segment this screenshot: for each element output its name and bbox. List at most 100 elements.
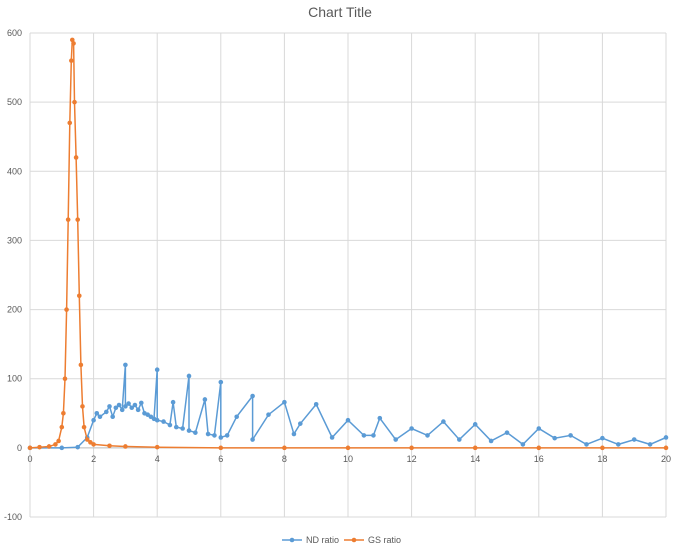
data-point <box>119 407 125 413</box>
data-point <box>78 362 84 368</box>
x-tick-label: 16 <box>534 454 544 464</box>
x-tick-label: 10 <box>343 454 353 464</box>
y-tick-label: 400 <box>7 166 22 176</box>
y-tick-label: 0 <box>17 443 22 453</box>
data-point <box>298 421 303 426</box>
data-point <box>154 367 160 373</box>
x-tick-label: 14 <box>470 454 480 464</box>
data-point <box>345 417 351 423</box>
data-point <box>663 445 669 451</box>
data-point <box>212 433 217 438</box>
data-point <box>202 397 208 402</box>
data-point <box>59 424 65 430</box>
data-point <box>170 399 176 405</box>
data-point <box>110 414 115 420</box>
data-point <box>46 444 52 449</box>
chart-title: Chart Title <box>308 4 372 20</box>
data-point <box>73 155 79 160</box>
data-point <box>132 402 138 408</box>
data-point <box>536 426 542 431</box>
data-point <box>218 445 224 451</box>
data-point <box>647 442 653 447</box>
data-point <box>663 435 669 440</box>
x-tick-label: 8 <box>282 454 287 464</box>
data-point <box>116 402 122 408</box>
data-point <box>488 438 494 444</box>
data-point <box>37 444 42 450</box>
legend-label: GS ratio <box>368 535 401 545</box>
data-point <box>129 405 135 411</box>
data-point <box>266 412 271 417</box>
data-point <box>218 379 224 385</box>
data-point <box>71 41 76 46</box>
x-tick-label: 18 <box>597 454 607 464</box>
y-tick-label: 500 <box>7 97 22 107</box>
data-point <box>97 414 103 420</box>
data-point <box>345 445 351 451</box>
data-point <box>409 445 414 451</box>
data-point <box>81 424 87 430</box>
data-point <box>94 410 100 416</box>
data-point <box>123 362 128 368</box>
data-point <box>457 437 462 442</box>
data-point <box>425 433 430 438</box>
data-point <box>135 407 141 413</box>
data-point <box>126 401 131 406</box>
data-point <box>173 424 179 430</box>
data-point <box>61 410 66 416</box>
data-point <box>75 217 80 222</box>
data-point <box>520 442 526 447</box>
y-tick-label: 600 <box>7 28 22 38</box>
data-point <box>59 445 65 451</box>
data-point <box>616 442 621 447</box>
data-point <box>193 430 198 435</box>
data-point <box>250 437 255 442</box>
data-point <box>56 438 61 444</box>
data-point <box>441 419 446 424</box>
data-point <box>282 399 287 405</box>
data-point <box>123 444 128 449</box>
data-point <box>69 37 75 43</box>
data-point <box>186 373 192 379</box>
data-point <box>250 393 255 399</box>
data-point <box>107 404 112 409</box>
data-point <box>161 419 166 424</box>
data-point <box>72 99 77 105</box>
data-point <box>76 293 82 299</box>
data-point <box>329 435 335 440</box>
y-tick-label: -100 <box>4 512 22 522</box>
data-point <box>91 442 96 447</box>
data-point <box>568 433 573 438</box>
x-tick-label: 2 <box>91 454 96 464</box>
data-point <box>472 422 478 427</box>
data-point <box>104 409 109 415</box>
data-point <box>552 435 557 441</box>
data-point <box>107 443 112 449</box>
data-point <box>234 414 239 420</box>
data-point <box>113 405 119 411</box>
data-point <box>600 445 605 451</box>
data-point <box>139 400 144 406</box>
x-tick-label: 20 <box>661 454 671 464</box>
data-point <box>167 422 173 428</box>
x-tick-label: 6 <box>218 454 223 464</box>
data-point <box>123 404 128 409</box>
data-point <box>154 417 160 423</box>
data-point <box>53 442 58 447</box>
data-point <box>584 442 589 447</box>
data-point <box>631 437 637 442</box>
data-point <box>409 426 414 431</box>
data-point <box>224 433 230 438</box>
data-point <box>536 445 542 451</box>
data-point <box>218 435 224 440</box>
legend-marker <box>289 537 295 543</box>
data-point <box>186 428 192 433</box>
y-tick-label: 200 <box>7 305 22 315</box>
data-point <box>472 445 478 451</box>
data-point <box>504 430 510 435</box>
y-tick-label: 100 <box>7 374 22 384</box>
data-point <box>205 431 211 437</box>
legend-label: ND ratio <box>306 535 339 545</box>
